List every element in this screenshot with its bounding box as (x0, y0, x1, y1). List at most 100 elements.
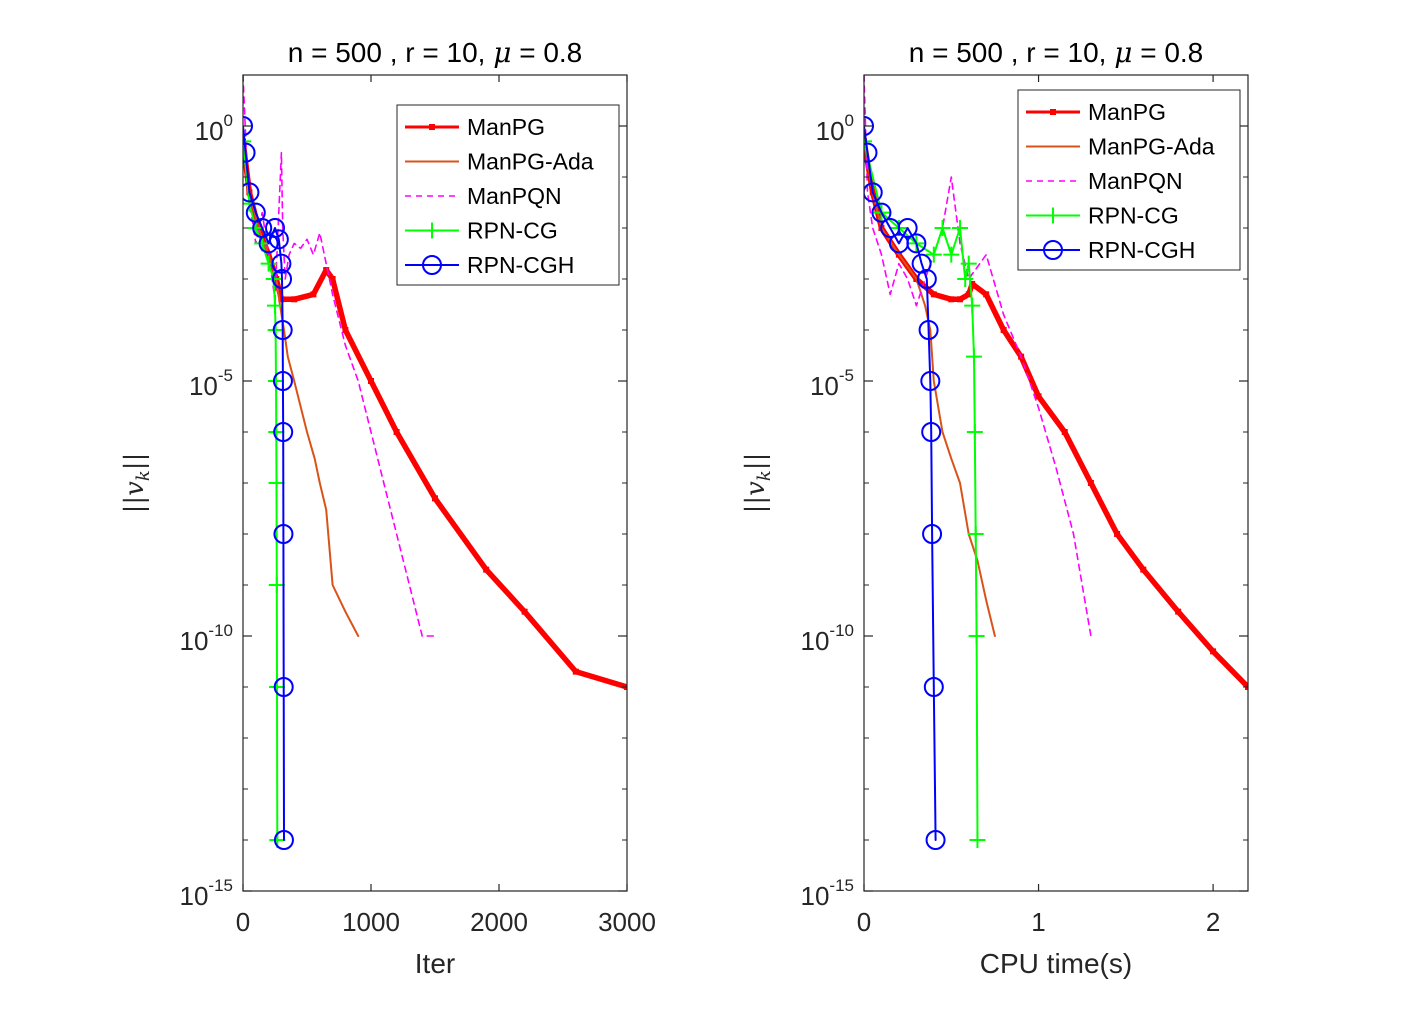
data-point-rpn-cgh (864, 142, 878, 163)
legend-marker (422, 255, 442, 275)
data-point-manpg (983, 291, 990, 298)
legend-box (396, 104, 620, 286)
data-point-rpn-cg (968, 628, 985, 644)
data-point-rpn-cg (964, 297, 981, 314)
data-point-manpg (572, 668, 579, 675)
legend-marker (1050, 109, 1056, 115)
legend-label: RPN-CG (1088, 203, 1179, 229)
data-point-rpn-cgh (271, 253, 292, 274)
data-point-rpn-cgh (923, 677, 944, 697)
legend: ManPG ManPG-Ada ManPQN RPN-CG RPN-CGH (1017, 89, 1241, 271)
data-point-rpn-cgh (921, 422, 942, 442)
data-point-manpg (1210, 648, 1217, 655)
legend-box (1017, 89, 1241, 271)
data-point-rpn-cg (934, 220, 951, 236)
data-point-rpn-cgh (243, 142, 256, 163)
y-tick-label: 10-5 (810, 366, 854, 401)
x-tick-label: 1 (1031, 907, 1045, 937)
data-point-rpn-cg (952, 220, 968, 236)
data-point-rpn-cgh (916, 269, 937, 289)
data-point-manpg (1175, 608, 1182, 615)
data-point-manpg (310, 291, 317, 298)
legend-marker (424, 222, 440, 239)
y-tick-label: 100 (816, 111, 854, 146)
data-point-rpn-cgh (864, 182, 883, 203)
legend-marker (1043, 240, 1063, 260)
legend: ManPG ManPG-Ada ManPQN RPN-CG RPN-CGH (396, 104, 620, 286)
data-point-rpn-cgh (265, 218, 285, 238)
data-point-rpn-cgh (920, 371, 941, 391)
data-point-manpg (969, 280, 976, 287)
legend-label: ManPG (1088, 99, 1166, 125)
y-tick-label: 10-15 (180, 876, 234, 911)
y-axis-label: ||vk|| (741, 453, 775, 514)
data-point-rpn-cgh (925, 830, 946, 850)
series-group (243, 75, 627, 850)
legend-label: ManPG (467, 114, 545, 140)
chart-title: n = 500 , r = 10, μ = 0.8 (909, 36, 1204, 69)
x-axis-label: Iter (415, 948, 455, 979)
x-axis-label: CPU time(s) (980, 948, 1132, 979)
data-point-manpg (965, 291, 972, 298)
y-tick-label: 10-15 (801, 876, 855, 911)
data-point-rpn-cgh (922, 524, 943, 544)
data-point-rpn-cg (268, 475, 285, 491)
data-point-rpn-cg (969, 832, 986, 848)
series-group (864, 75, 1248, 850)
data-point-manpg (1061, 429, 1068, 435)
y-tick-label: 10-5 (189, 366, 233, 401)
data-point-rpn-cg (243, 133, 251, 150)
y-axis-label: ||vk|| (120, 453, 154, 514)
data-point-rpn-cg (960, 255, 977, 272)
data-point-manpg (368, 378, 374, 384)
data-point-rpn-cgh (268, 229, 289, 250)
legend-marker (1045, 207, 1061, 224)
data-point-rpn-cg (267, 297, 283, 314)
data-point-rpn-cgh (906, 233, 927, 254)
series-line-manpqn (243, 75, 436, 637)
x-tick-label: 0 (857, 907, 871, 937)
data-point-rpn-cg (268, 577, 285, 593)
series-line-rpn-cg (243, 140, 279, 841)
data-point-manpg (323, 267, 330, 274)
x-tick-label: 3000 (598, 907, 656, 937)
data-point-manpg (432, 495, 438, 502)
x-tick-label: 1000 (342, 907, 400, 937)
data-point-rpn-cgh (871, 202, 892, 223)
data-point-manpg (329, 276, 336, 282)
data-point-rpn-cg (967, 526, 984, 542)
data-point-rpn-cgh (273, 524, 294, 544)
data-point-rpn-cgh (272, 371, 293, 391)
data-point-rpn-cg (943, 246, 960, 263)
data-point-manpg (483, 566, 490, 573)
data-point-rpn-cg (260, 255, 277, 272)
data-point-manpg (957, 296, 963, 303)
chart-panel-2: 0 1 2 10-15 10-10 10-5 100 n = 500 , r = 10, μ … (741, 36, 1249, 979)
x-tick-label: 2 (1206, 907, 1220, 937)
data-point-rpn-cgh (272, 269, 293, 289)
chart-panel-1: 0 1000 2000 3000 10-15 10-10 10-5 100 n = 500 , … (120, 36, 656, 979)
data-point-rpn-cg (966, 424, 983, 440)
y-tick-label: 10-10 (180, 621, 234, 656)
data-point-rpn-cgh (918, 320, 939, 340)
data-point-manpg (948, 296, 955, 303)
data-point-manpg (1140, 566, 1147, 573)
x-tick-label: 0 (236, 907, 250, 937)
data-point-rpn-cgh (273, 677, 294, 697)
legend-label: RPN-CG (467, 218, 558, 244)
data-point-manpg (291, 296, 298, 303)
data-point-rpn-cgh (273, 422, 294, 442)
data-point-rpn-cgh (243, 182, 260, 203)
legend-label: ManPQN (1088, 168, 1183, 194)
legend-label: RPN-CGH (1088, 237, 1195, 263)
legend-label: ManPG-Ada (1088, 134, 1215, 160)
data-point-rpn-cgh (272, 320, 293, 340)
legend-label: RPN-CGH (467, 252, 574, 278)
data-point-rpn-cgh (273, 830, 294, 850)
data-point-manpg (1000, 327, 1007, 333)
legend-label: ManPG-Ada (467, 149, 594, 175)
y-tick-label: 10-10 (801, 621, 855, 656)
data-point-rpn-cg (965, 348, 982, 365)
data-point-rpn-cg (957, 271, 974, 287)
